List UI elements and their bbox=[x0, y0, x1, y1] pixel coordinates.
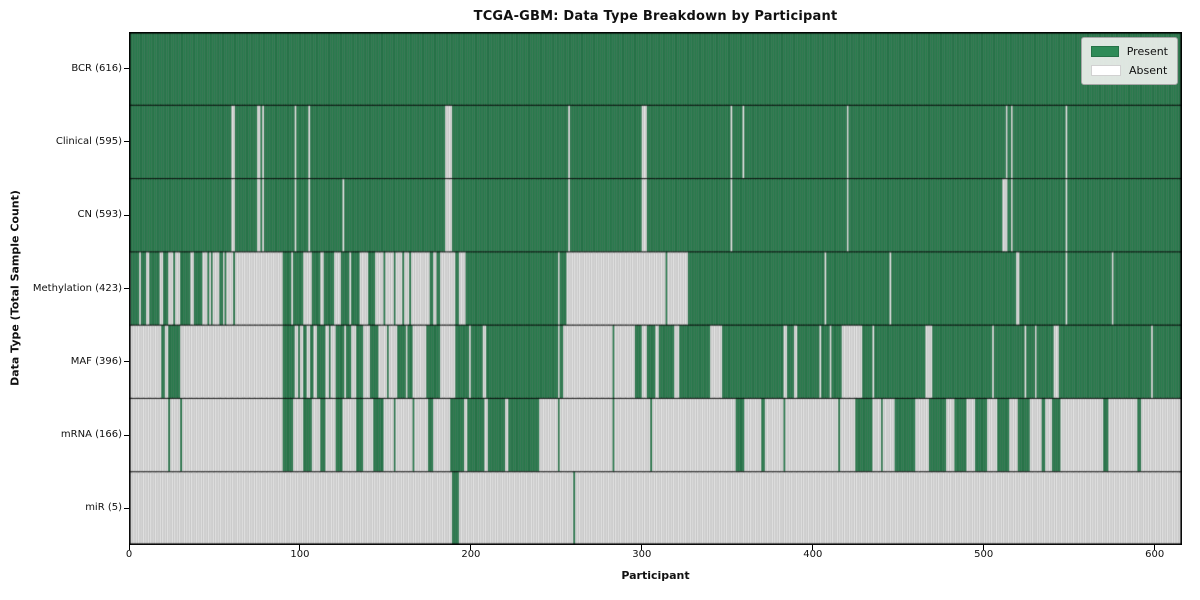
x-tick-mark bbox=[470, 545, 472, 550]
y-tick-mark bbox=[124, 361, 129, 363]
x-tick-mark bbox=[128, 545, 130, 550]
x-tick-mark bbox=[812, 545, 814, 550]
y-tick-mark bbox=[124, 507, 129, 509]
x-tick-label: 300 bbox=[632, 549, 652, 560]
y-tick-mark bbox=[124, 214, 129, 216]
x-tick-mark bbox=[299, 545, 301, 550]
y-tick-label: mRNA (166) bbox=[60, 429, 122, 441]
x-tick-label: 500 bbox=[974, 549, 994, 560]
x-tick-label: 100 bbox=[290, 549, 310, 560]
y-tick-label: MAF (396) bbox=[70, 355, 122, 367]
x-tick-mark bbox=[1154, 545, 1156, 550]
chart-title: TCGA-GBM: Data Type Breakdown by Partici… bbox=[473, 9, 838, 24]
y-tick-label: miR (5) bbox=[85, 502, 122, 514]
x-axis-label: Participant bbox=[621, 569, 690, 582]
x-tick-mark bbox=[983, 545, 985, 550]
y-tick-mark bbox=[124, 288, 129, 289]
y-tick-label: Methylation (423) bbox=[32, 282, 122, 294]
heatmap-plot bbox=[129, 32, 1182, 545]
y-tick-label: CN (593) bbox=[77, 209, 122, 221]
y-axis-label: Data Type (Total Sample Count) bbox=[8, 190, 22, 386]
legend: Present Absent bbox=[1081, 37, 1178, 85]
x-tick-label: 600 bbox=[1145, 549, 1165, 560]
x-tick-label: 200 bbox=[461, 549, 481, 560]
x-tick-label: 400 bbox=[803, 549, 823, 560]
y-tick-label: BCR (616) bbox=[71, 62, 122, 74]
y-tick-label: Clinical (595) bbox=[55, 135, 122, 147]
legend-swatch-absent-icon bbox=[1091, 65, 1121, 76]
legend-swatch-present-icon bbox=[1091, 46, 1119, 57]
x-tick-label: 0 bbox=[125, 549, 133, 560]
legend-label-present: Present bbox=[1126, 45, 1168, 58]
legend-item-present: Present bbox=[1091, 45, 1168, 58]
y-tick-mark bbox=[124, 68, 129, 70]
x-tick-mark bbox=[641, 545, 643, 550]
y-tick-mark bbox=[124, 141, 129, 143]
legend-item-absent: Absent bbox=[1091, 64, 1168, 77]
y-tick-mark bbox=[124, 434, 129, 436]
legend-label-absent: Absent bbox=[1129, 64, 1168, 77]
